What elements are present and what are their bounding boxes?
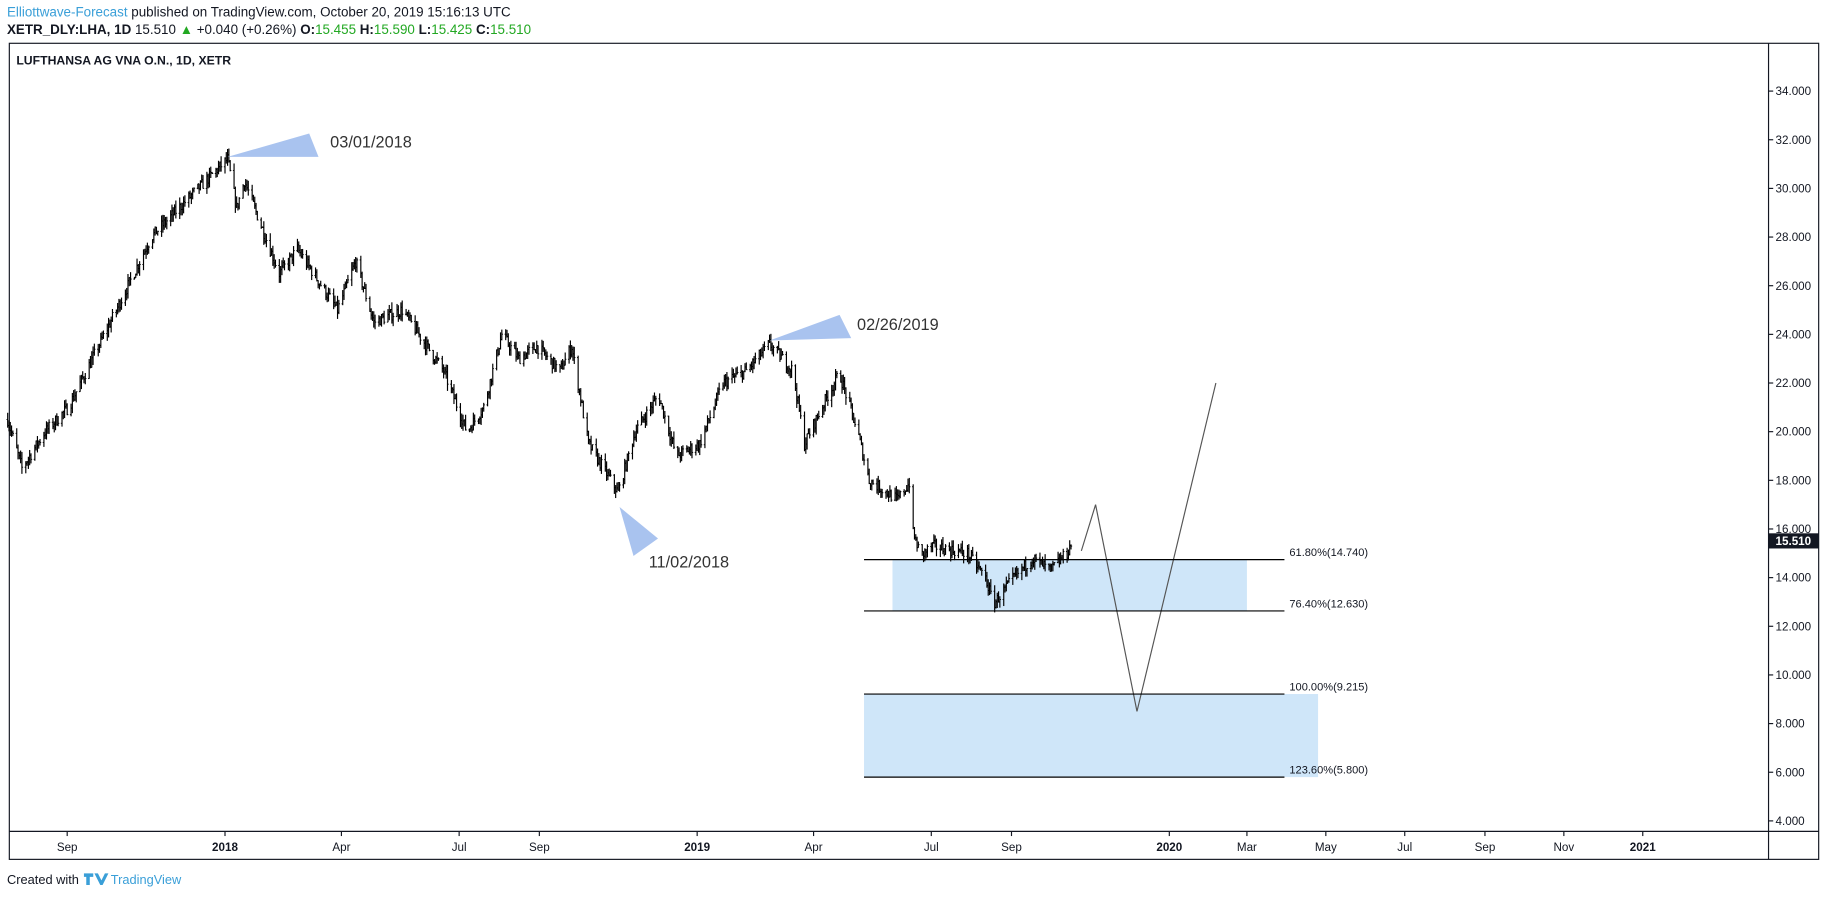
price-tick-label: 18.000 — [1776, 474, 1812, 487]
chart-frame — [8, 42, 1820, 860]
tradingview-logo[interactable]: TradingView — [83, 872, 182, 887]
time-tick-label: Jul — [452, 841, 467, 854]
open-label: O: — [300, 22, 315, 37]
price-tick-label: 16.000 — [1776, 523, 1812, 536]
high-value: 15.590 — [374, 22, 415, 37]
symbol-line: XETR_DLY:LHA, 1D 15.510 ▲ +0.040 (+0.26%… — [7, 22, 531, 37]
time-tick-label: Mar — [1237, 841, 1257, 854]
annotation-label: 11/02/2018 — [649, 554, 729, 572]
fib-label: 100.00%(9.215) — [1289, 682, 1368, 694]
annotation-marker — [769, 314, 852, 341]
time-tick-label: Jul — [924, 841, 939, 854]
fib-zone — [864, 694, 1319, 778]
time-tick-label: 2021 — [1630, 841, 1656, 854]
fib-label: 61.80%(14.740) — [1289, 547, 1368, 559]
annotation-marker — [619, 506, 659, 556]
up-arrow-icon: ▲ — [180, 22, 193, 37]
low-label: L: — [419, 22, 432, 37]
high-label: H: — [360, 22, 374, 37]
price-tick-label: 8.000 — [1776, 718, 1806, 731]
price-tick-label: 6.000 — [1776, 766, 1806, 779]
created-with: Created with — [7, 872, 79, 887]
time-tick-label: Apr — [332, 841, 350, 854]
projection-path — [1080, 382, 1217, 712]
change: +0.040 (+0.26%) — [197, 22, 297, 37]
price-tick-label: 10.000 — [1776, 669, 1812, 682]
current-price-label: 15.510 — [1776, 535, 1812, 548]
fib-levels: 61.80%(14.740) 76.40%(12.630) 100.00%(9.21… — [864, 547, 1368, 778]
projection-line — [1080, 382, 1217, 712]
time-tick-label: Sep — [57, 841, 78, 854]
time-tick-label: Sep — [529, 841, 550, 854]
price-tick-label: 22.000 — [1776, 377, 1812, 390]
low-value: 15.425 — [431, 22, 472, 37]
fib-zone — [892, 559, 1247, 611]
time-tick-label: Apr — [805, 841, 823, 854]
time-tick-label: 2020 — [1156, 841, 1182, 854]
annotation-label: 02/26/2019 — [857, 316, 939, 334]
price-tick-label: 34.000 — [1776, 85, 1812, 98]
annotation-marker — [227, 133, 319, 157]
open-value: 15.455 — [315, 22, 356, 37]
price-tick-label: 20.000 — [1776, 426, 1812, 439]
price-tick-label: 14.000 — [1776, 572, 1812, 585]
price-tick-label: 30.000 — [1776, 182, 1812, 195]
publish-line: Elliottwave-Forecast published on Tradin… — [7, 4, 511, 19]
price-tick-label: 26.000 — [1776, 280, 1812, 293]
fib-zones — [864, 559, 1319, 778]
fib-label: 123.60%(5.800) — [1289, 765, 1368, 777]
close-value: 15.510 — [490, 22, 531, 37]
symbol: XETR_DLY:LHA, 1D — [7, 22, 132, 37]
tradingview-brand: TradingView — [111, 872, 182, 887]
time-axis[interactable]: Sep 2018 Apr Jul Sep 2019 Apr Jul Sep 2020 Mar May J… — [57, 831, 1656, 854]
published-text: published on TradingView.com, October 20… — [131, 4, 511, 19]
time-tick-label: Jul — [1397, 841, 1412, 854]
price-tick-label: 12.000 — [1776, 620, 1812, 633]
price-tick-label: 4.000 — [1776, 815, 1806, 828]
price-axis[interactable]: 4.0006.0008.00010.00012.00014.00016.0001… — [1768, 85, 1812, 828]
tradingview-logo-icon — [83, 873, 109, 886]
close-label: C: — [476, 22, 490, 37]
time-tick-label: 2018 — [212, 841, 238, 854]
time-tick-label: 2019 — [684, 841, 710, 854]
author-link[interactable]: Elliottwave-Forecast — [7, 4, 128, 19]
fib-label: 76.40%(12.630) — [1289, 598, 1368, 610]
chart-title: LUFTHANSA AG VNA O.N., 1D, XETR — [16, 53, 231, 67]
annotation-label: 03/01/2018 — [330, 134, 412, 152]
price-bars — [6, 148, 1073, 613]
current-price-tag: 15.510 — [1768, 533, 1819, 549]
time-tick-label: Nov — [1554, 841, 1575, 854]
time-tick-label: May — [1315, 841, 1337, 854]
time-tick-label: Sep — [1475, 841, 1496, 854]
price-tick-label: 32.000 — [1776, 134, 1812, 147]
price-tick-label: 24.000 — [1776, 328, 1812, 341]
date-annotations: 03/01/2018 11/02/2018 02/26/2019 — [227, 133, 939, 572]
last-price: 15.510 — [135, 22, 176, 37]
time-tick-label: Sep — [1001, 841, 1022, 854]
price-tick-label: 28.000 — [1776, 231, 1812, 244]
